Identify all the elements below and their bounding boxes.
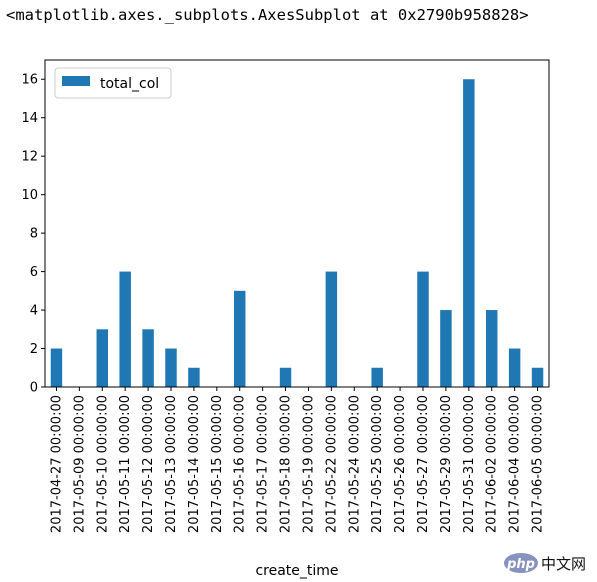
- bar-2017-04-27: [50, 348, 63, 387]
- x-tick-label: 2017-05-11 00:00:00: [118, 395, 133, 533]
- legend-swatch: [62, 76, 90, 86]
- x-tick-label: 2017-05-18 00:00:00: [279, 395, 294, 533]
- x-tick-label: 2017-05-17 00:00:00: [256, 395, 271, 533]
- y-tick-label: 10: [21, 188, 38, 203]
- y-tick-label: 16: [21, 73, 38, 88]
- x-tick-label: 2017-05-14 00:00:00: [187, 395, 202, 533]
- bar-2017-05-11: [119, 271, 131, 387]
- y-ticks-group: 0 2 4 6 8 10 12 14 16: [21, 73, 45, 396]
- y-tick-label: 14: [21, 111, 38, 126]
- legend-box: [54, 67, 172, 99]
- y-tick-label: 0: [30, 381, 38, 396]
- x-tick-label: 2017-06-04 00:00:00: [508, 395, 523, 533]
- x-tick-label: 2017-05-13 00:00:00: [164, 395, 179, 533]
- bar-2017-05-14: [188, 367, 200, 387]
- x-tick-label: 2017-05-26 00:00:00: [393, 395, 408, 533]
- y-tick-label: 12: [21, 150, 38, 165]
- bar-2017-05-31: [463, 79, 475, 387]
- legend-label: total_col: [100, 76, 159, 92]
- x-ticks-group: 2017-04-27 00:00:00 2017-05-09 00:00:00 20…: [49, 387, 546, 533]
- bar-2017-05-25: [371, 367, 383, 387]
- bar-2017-05-13: [165, 348, 177, 387]
- output-repr-text: <matplotlib.axes._subplots.AxesSubplot a…: [6, 6, 529, 24]
- x-tick-label: 2017-05-24 00:00:00: [347, 395, 362, 533]
- legend: total_col: [54, 67, 172, 99]
- y-tick-label: 2: [30, 342, 38, 357]
- y-tick-label: 4: [30, 304, 38, 319]
- y-tick-label: 6: [30, 265, 38, 280]
- bar-2017-06-02: [486, 310, 498, 387]
- php-logo-watermark: php 中文网: [504, 553, 586, 573]
- bar-2017-06-04: [508, 348, 521, 387]
- axes-frame: [44, 59, 550, 388]
- bar-2017-05-12: [142, 329, 154, 387]
- x-tick-label: 2017-05-22 00:00:00: [324, 395, 339, 533]
- x-tick-label: 2017-05-15 00:00:00: [210, 395, 225, 533]
- x-tick-label: 2017-05-09 00:00:00: [72, 395, 87, 533]
- x-tick-label: 2017-05-19 00:00:00: [301, 395, 316, 533]
- bars-group: [50, 79, 544, 387]
- x-tick-label: 2017-05-31 00:00:00: [462, 395, 477, 533]
- x-tick-label: 2017-05-29 00:00:00: [439, 395, 454, 533]
- x-tick-label: 2017-05-12 00:00:00: [141, 395, 156, 533]
- bar-2017-05-10: [96, 329, 108, 387]
- bar-2017-06-05: [531, 367, 544, 387]
- x-tick-label: 2017-06-05 00:00:00: [531, 395, 546, 533]
- x-axis-label: create_time: [255, 563, 338, 579]
- y-tick-label: 8: [30, 227, 38, 242]
- x-tick-label: 2017-06-02 00:00:00: [485, 395, 500, 533]
- x-tick-label: 2017-05-27 00:00:00: [416, 395, 431, 533]
- watermark-logo-text: php: [506, 557, 535, 572]
- bar-2017-05-22: [325, 271, 338, 387]
- watermark-site-text: 中文网: [541, 555, 586, 573]
- bar-2017-05-18: [279, 367, 292, 387]
- x-tick-label: 2017-05-10 00:00:00: [95, 395, 110, 533]
- bar-2017-05-27: [417, 271, 429, 387]
- bar-2017-05-29: [440, 310, 452, 387]
- x-tick-label: 2017-05-25 00:00:00: [370, 395, 385, 533]
- x-tick-label: 2017-04-27 00:00:00: [49, 395, 64, 533]
- x-tick-label: 2017-05-16 00:00:00: [233, 395, 248, 533]
- bar-2017-05-16: [234, 290, 246, 387]
